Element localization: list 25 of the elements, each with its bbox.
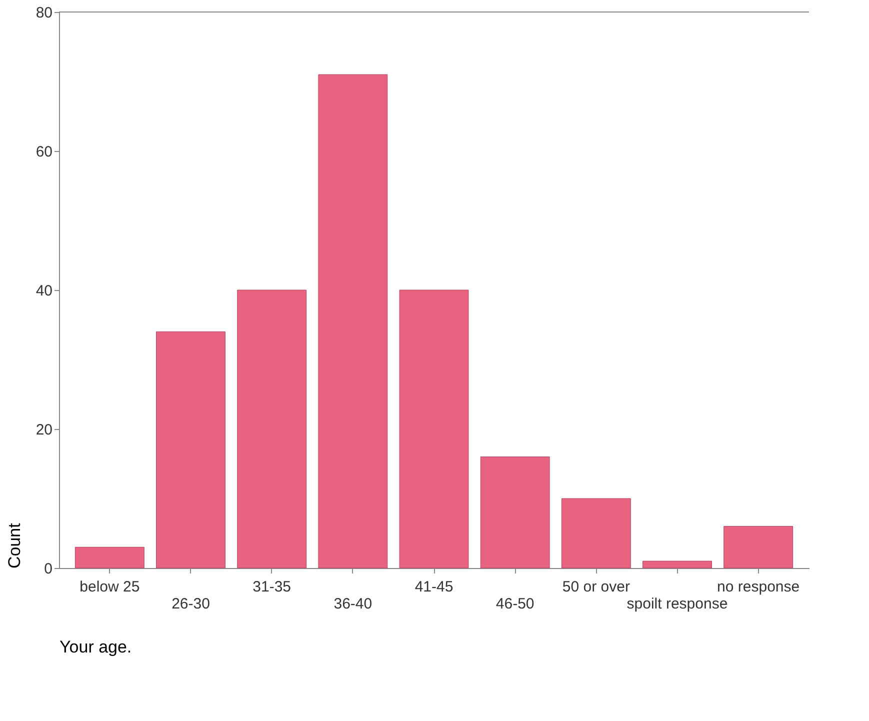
x-tick-label: 31-35 (252, 578, 292, 596)
x-axis-title: Your age. (60, 638, 132, 656)
x-tick-label: 46-50 (496, 596, 534, 612)
x-tick-label: no response (717, 578, 800, 596)
y-tick-label: 80 (36, 4, 52, 22)
bar (399, 290, 469, 568)
bar (237, 290, 307, 568)
y-tick-label: 60 (36, 144, 52, 160)
y-tick-label: 20 (36, 422, 52, 438)
bar (561, 498, 631, 568)
y-tick-label: 0 (44, 560, 52, 578)
x-tick-label: 50 or over (562, 578, 630, 596)
bar (642, 560, 712, 568)
x-tick-label: below 25 (80, 578, 140, 596)
bar (156, 331, 226, 568)
y-axis-title: Count (4, 522, 24, 568)
bar (480, 456, 550, 568)
y-tick-label: 40 (36, 282, 52, 300)
x-tick-label: 41-45 (414, 578, 454, 596)
x-tick-label: 36-40 (334, 596, 372, 612)
x-tick-label: 26-30 (172, 596, 210, 612)
bar (724, 526, 794, 568)
bar (318, 74, 388, 568)
x-tick-label: spoilt response (626, 596, 728, 612)
bar (74, 546, 144, 568)
